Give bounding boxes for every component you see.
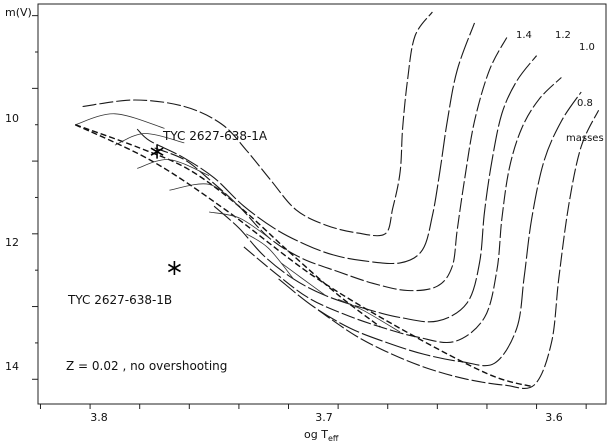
evolutionary-track-line [213,55,538,323]
star-marker-b [167,261,181,275]
x-tick-label-3.8: 3.8 [90,411,108,424]
isochrone-line [337,298,401,333]
star-marker-stroke [167,263,181,273]
isochrone-line [75,113,165,129]
plot-frame [37,3,607,405]
evolutionary-track-line [154,37,508,292]
track-label-1.4: 1.4 [516,30,532,41]
zams-line [74,124,532,388]
track-label-1.0: 1.0 [579,42,595,53]
isochrone-line [169,183,240,207]
isochrone-line [246,233,294,280]
star-markers [150,144,181,275]
isochrone-segments [75,113,401,333]
zams-line [74,124,381,328]
evolutionary-track-line [243,77,562,344]
track-label-0.8: 0.8 [577,98,593,109]
metallicity-annotation: Z = 0.02 , no overshooting [66,359,227,373]
evolutionary-track-line [278,91,582,367]
y-axis-label: m(V) [5,6,32,19]
evolutionary-tracks [74,11,600,389]
star-label-b: TYC 2627-638-1B [67,293,172,307]
x-axis-label: og Teff [304,428,339,443]
evolutionary-track-line [317,109,600,389]
y-tick-label-12: 12 [5,236,19,249]
star-marker-a [150,144,164,159]
x-tick-label-3.6: 3.6 [545,411,563,424]
isochrone-line [209,211,269,238]
axis-ticks [32,15,587,409]
evolutionary-track-line [136,22,476,265]
star-marker-stroke [150,147,164,156]
y-tick-label-10: 10 [5,112,19,125]
isochrone-line [280,262,326,296]
track-label-1.2: 1.2 [555,30,571,41]
isochrone-line [137,159,210,176]
evolutionary-track-line [82,11,433,237]
x-tick-label-3.7: 3.7 [315,411,333,424]
isochrone-line [114,133,185,146]
masses-label: masses [566,133,604,144]
star-label-a: TYC 2627-638-1A [162,129,268,143]
y-tick-label-14: 14 [5,360,19,373]
